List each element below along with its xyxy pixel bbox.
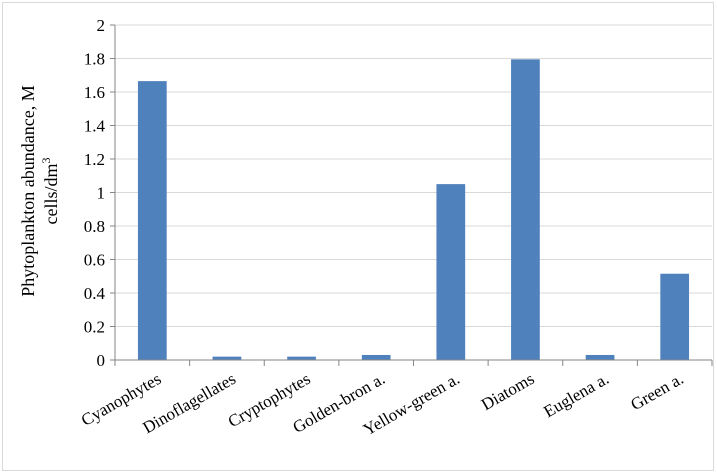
y-tick-label: 0.2 <box>84 318 105 337</box>
grid-lines <box>115 24 712 327</box>
axes <box>110 24 713 366</box>
y-axis-title-unit: cells/dm <box>41 164 61 225</box>
y-tick-label: 0.6 <box>84 251 105 270</box>
y-axis-title-line2: cells/dm3 <box>39 158 61 225</box>
y-tick-label: 1.4 <box>84 117 106 136</box>
y-tick-label: 1 <box>97 184 106 203</box>
y-tick-label: 1.2 <box>84 150 105 169</box>
bar-cyanophytes <box>137 81 167 361</box>
y-tick-label: 1.8 <box>84 50 105 69</box>
bar-euglena-a- <box>585 354 615 360</box>
y-tick-labels: 0 0.2 0.4 0.6 0.8 1 1.2 1.4 1.6 1.8 2 <box>84 16 106 370</box>
bar-golden-bron-a- <box>361 354 391 360</box>
y-tick-label: 0 <box>97 351 106 370</box>
bar-green-a- <box>660 273 690 360</box>
y-axis-title-superscript: 3 <box>39 158 53 164</box>
x-category-label: Diatoms <box>478 369 537 414</box>
y-tick-label: 0.8 <box>84 217 105 236</box>
bar-yellow-green-a- <box>436 184 466 360</box>
y-tick-label: 1.6 <box>84 83 105 102</box>
y-tick-label: 0.4 <box>84 284 106 303</box>
bar-dinoflagellates <box>212 356 242 360</box>
x-category-label: Green a. <box>627 369 686 414</box>
bars <box>137 59 690 361</box>
x-category-labels: CyanophytesDinoflagellatesCryptophytesGo… <box>78 369 687 439</box>
y-tick-label: 2 <box>97 16 106 35</box>
x-category-label: Euglena a. <box>540 369 612 421</box>
bar-diatoms <box>511 59 540 361</box>
y-axis-title-line1: Phytoplankton abundance, M <box>18 85 38 296</box>
bar-cryptophytes <box>287 356 316 360</box>
